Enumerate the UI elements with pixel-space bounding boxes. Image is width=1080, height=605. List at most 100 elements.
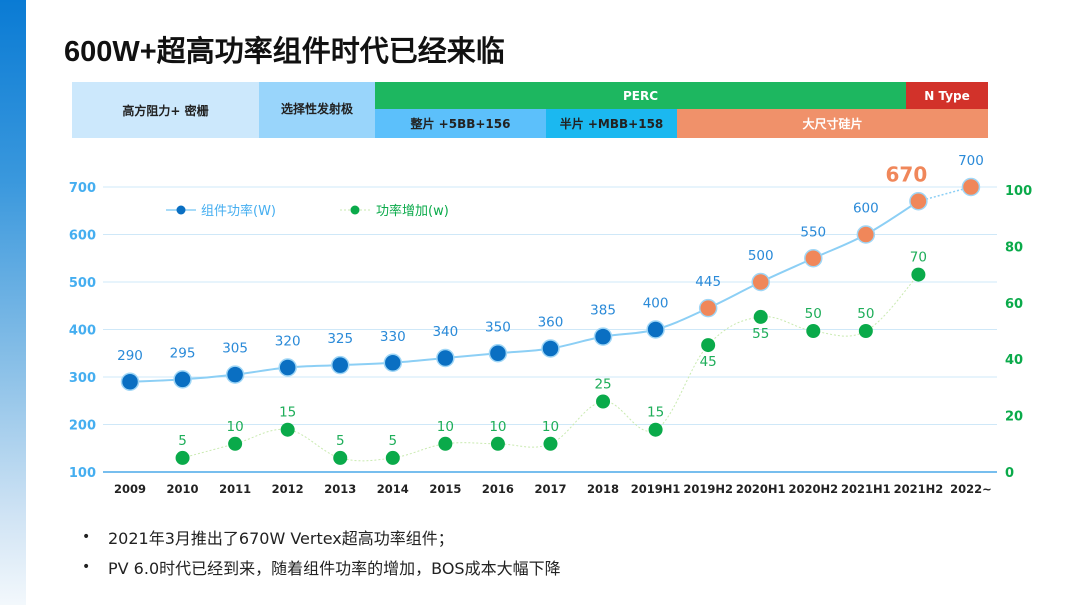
bullet-item: • 2021年3月推出了670W Vertex超高功率组件； <box>82 522 561 552</box>
x-tick-label: 2015 <box>429 482 461 496</box>
band-large-wafer: 大尺寸硅片 <box>677 109 988 138</box>
increase-data-label: 10 <box>489 419 506 435</box>
y-right-tick-label: 40 <box>1005 353 1023 368</box>
increase-data-label: 5 <box>178 433 187 449</box>
power-data-point <box>804 249 823 268</box>
increase-data-label: 10 <box>227 419 244 435</box>
increase-data-label: 15 <box>279 405 296 421</box>
increase-data-point <box>175 450 190 465</box>
power-data-label: 290 <box>117 348 143 364</box>
increase-data-point <box>911 267 926 282</box>
bullet-text: 2021年3月推出了670W Vertex超高功率组件； <box>108 529 454 548</box>
increase-data-point <box>806 324 821 338</box>
band-high-resistance: 高方阻力+ 密栅 <box>72 82 259 138</box>
power-data-point <box>593 327 613 346</box>
power-data-label: 550 <box>800 224 826 240</box>
power-data-label: 325 <box>327 331 353 347</box>
x-tick-label: 2021H1 <box>841 482 891 496</box>
page-title: 600W+超高功率组件时代已经来临 <box>64 36 505 68</box>
increase-data-point <box>701 338 716 353</box>
power-data-label: 500 <box>748 248 774 264</box>
y-left-tick-label: 200 <box>69 419 96 434</box>
power-data-label: 350 <box>485 319 511 335</box>
power-data-point <box>383 353 403 372</box>
x-tick-label: 2020H1 <box>736 482 786 496</box>
increase-data-point <box>753 309 768 324</box>
y-left-tick-label: 600 <box>69 229 96 244</box>
y-left-tick-label: 400 <box>69 324 96 339</box>
power-data-point <box>856 225 876 244</box>
power-data-label: 305 <box>222 341 248 357</box>
increase-data-point <box>385 450 400 465</box>
power-data-label: 320 <box>275 334 301 350</box>
power-data-label: 385 <box>590 303 616 319</box>
power-data-label: 360 <box>538 315 564 331</box>
increase-data-label: 10 <box>542 419 559 435</box>
increase-data-point <box>438 436 453 451</box>
y-right-tick-label: 60 <box>1005 297 1023 312</box>
x-tick-label: 2009 <box>114 482 146 496</box>
x-tick-label: 2018 <box>587 482 619 496</box>
side-accent-bar <box>0 0 26 605</box>
increase-data-label: 15 <box>647 405 664 421</box>
power-data-point <box>278 358 297 377</box>
band-selective-emitter: 选择性发射极 <box>259 82 375 138</box>
increase-data-point <box>543 436 558 451</box>
increase-data-point <box>490 436 505 451</box>
y-left-tick-label: 700 <box>69 181 96 196</box>
increase-data-label: 5 <box>336 433 345 449</box>
band-half-cell-mbb: 半片 +MBB+158 <box>546 109 677 138</box>
bullet-list: • 2021年3月推出了670W Vertex超高功率组件； • PV 6.0时代已… <box>82 522 561 582</box>
power-data-point <box>436 348 455 368</box>
x-tick-label: 2017 <box>534 482 566 496</box>
power-series-line <box>129 200 919 383</box>
x-tick-label: 2019H2 <box>683 482 733 496</box>
band-full-cell-5bb: 整片 +5BB+156 <box>375 109 546 138</box>
y-right-tick-label: 0 <box>1005 466 1014 481</box>
power-data-point <box>698 298 718 318</box>
increase-series-line <box>182 274 919 462</box>
power-data-label: 340 <box>432 324 458 340</box>
power-data-label: 700 <box>958 153 984 169</box>
y-left-tick-label: 300 <box>69 371 96 386</box>
y-left-tick-label: 100 <box>69 466 96 481</box>
increase-data-point <box>333 450 348 465</box>
power-data-label: 600 <box>853 201 879 217</box>
power-data-point <box>225 365 245 384</box>
x-tick-label: 2021H2 <box>894 482 944 496</box>
increase-data-point <box>596 394 611 409</box>
x-tick-label: 2012 <box>272 482 304 496</box>
power-data-point <box>173 370 192 389</box>
increase-data-label: 25 <box>594 377 611 393</box>
x-tick-label: 2019H1 <box>631 482 681 496</box>
power-data-label: 330 <box>380 329 406 345</box>
increase-data-label: 45 <box>700 354 717 370</box>
x-tick-label: 2013 <box>324 482 356 496</box>
increase-data-point <box>648 422 663 437</box>
x-tick-label: 2010 <box>167 482 199 496</box>
power-data-point <box>646 320 665 339</box>
power-data-point <box>751 272 770 292</box>
increase-data-label: 50 <box>857 306 874 322</box>
increase-data-label: 55 <box>752 326 769 342</box>
power-data-point <box>909 192 928 211</box>
bullet-marker: • <box>82 559 91 575</box>
increase-data-point <box>228 436 243 451</box>
legend-increase-marker <box>350 205 360 215</box>
legend-power-label: 组件功率(W) <box>201 203 276 219</box>
increase-data-point <box>858 324 873 338</box>
x-tick-label: 2014 <box>377 482 409 496</box>
power-data-label: 295 <box>170 345 196 361</box>
bullet-marker: • <box>82 529 91 545</box>
increase-data-label: 50 <box>805 306 822 322</box>
power-data-label: 670 <box>886 162 928 186</box>
y-right-tick-label: 100 <box>1005 184 1032 199</box>
increase-data-label: 70 <box>910 250 927 266</box>
power-data-point <box>961 177 981 197</box>
power-data-point <box>541 339 560 358</box>
increase-data-point <box>280 422 295 437</box>
y-left-tick-label: 500 <box>69 276 96 291</box>
y-right-tick-label: 20 <box>1005 410 1023 425</box>
x-tick-label: 2016 <box>482 482 514 496</box>
